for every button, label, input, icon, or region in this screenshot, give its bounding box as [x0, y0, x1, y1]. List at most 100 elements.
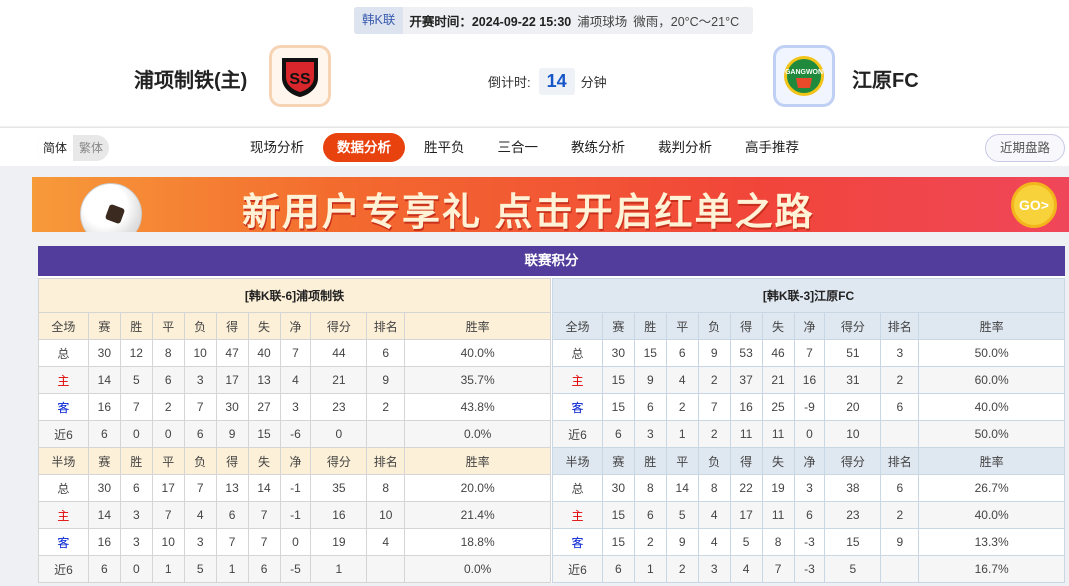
column-header: 失 [247, 447, 281, 475]
table-row: 主 14 3 7 4 6 7 -1 16 10 21.4% [38, 501, 551, 529]
column-header: 胜 [119, 447, 153, 475]
stat-cell: 6 [633, 501, 667, 529]
stat-cell: 15 [601, 528, 635, 556]
column-header-row: 半场赛胜平负得失净得分 排名 胜率 [552, 447, 1065, 475]
column-header: 得 [729, 312, 763, 340]
column-header: 得分 [824, 447, 882, 475]
home-team-name[interactable]: 浦项制铁(主) [134, 70, 248, 92]
stat-cell: 3 [880, 339, 920, 367]
stat-cell: 23 [824, 501, 882, 529]
column-header-row: 半场赛胜平负得失净得分 排名 胜率 [38, 447, 551, 475]
stat-cell: 3 [279, 393, 312, 421]
stat-cell: 60.0% [918, 366, 1065, 394]
traditional-chinese-button[interactable]: 繁体 [79, 141, 104, 155]
stat-cell [880, 420, 920, 448]
tab-live-analysis[interactable]: 现场分析 [250, 140, 304, 155]
simplified-chinese-button[interactable]: 简体 [37, 135, 74, 161]
table-row: 客 15 2 9 4 5 8 -3 15 9 13.3% [552, 528, 1065, 556]
column-header: 胜率 [404, 447, 551, 475]
column-header: 得分 [824, 312, 882, 340]
stat-cell: 8 [366, 474, 406, 502]
stat-cell: 35 [310, 474, 368, 502]
column-header: 净 [793, 312, 826, 340]
standings-title: 联赛积分 [38, 246, 1065, 276]
stat-cell: 30 [601, 339, 635, 367]
column-header: 失 [761, 312, 795, 340]
stat-cell: 13 [215, 474, 249, 502]
stat-cell: 3 [183, 528, 217, 556]
stat-cell: 2 [151, 393, 185, 421]
stat-cell: 50.0% [918, 420, 1065, 448]
stat-cell: 7 [247, 501, 281, 529]
stat-cell: 4 [366, 528, 406, 556]
row-label: 客 [38, 528, 89, 556]
stat-cell [366, 420, 406, 448]
tab-expert-picks[interactable]: 高手推荐 [745, 140, 799, 155]
column-header: 得分 [310, 447, 368, 475]
row-label: 客 [552, 393, 603, 421]
stat-cell: 46 [761, 339, 795, 367]
stat-cell: 6 [880, 474, 920, 502]
stat-cell: 2 [880, 501, 920, 529]
column-header: 赛 [601, 312, 635, 340]
tab-data-analysis[interactable]: 数据分析 [323, 133, 405, 162]
stat-cell: -5 [279, 555, 312, 583]
stat-cell: 9 [633, 366, 667, 394]
stat-cell: 44 [310, 339, 368, 367]
stat-cell: 5 [183, 555, 217, 583]
column-header: 得分 [310, 312, 368, 340]
promo-banner[interactable]: 新用户专享礼 点击开启红单之路 GO> [32, 177, 1069, 232]
tab-win-draw-lose[interactable]: 胜平负 [424, 140, 465, 155]
soccer-ball-icon [80, 183, 142, 232]
column-header: 平 [151, 447, 185, 475]
stat-cell: 14 [665, 474, 699, 502]
stat-cell: -1 [279, 501, 312, 529]
stat-cell: 14 [247, 474, 281, 502]
column-header: 失 [761, 447, 795, 475]
countdown: 倒计时: 14 分钟 [488, 68, 607, 95]
tab-coach-analysis[interactable]: 教练分析 [571, 140, 625, 155]
stat-cell: 14 [87, 501, 121, 529]
table-row: 总 30 8 14 8 22 19 3 38 6 26.7% [552, 474, 1065, 502]
go-button[interactable]: GO> [1011, 182, 1057, 228]
league-link[interactable]: 韩K联 [354, 7, 404, 34]
stat-cell: 23 [310, 393, 368, 421]
stat-cell: 21 [761, 366, 795, 394]
stat-cell: 16 [793, 366, 826, 394]
row-label: 总 [38, 339, 89, 367]
stat-cell: 9 [215, 420, 249, 448]
team-header-row: [韩K联-3]江原FC [552, 278, 1065, 313]
column-header: 胜率 [918, 447, 1065, 475]
stat-cell: 21.4% [404, 501, 551, 529]
stat-cell: 7 [279, 339, 312, 367]
stat-cell: 6 [247, 555, 281, 583]
tab-three-in-one[interactable]: 三合一 [497, 140, 539, 155]
stat-cell: -3 [793, 528, 826, 556]
stat-cell: 14 [87, 366, 121, 394]
stat-cell: 47 [215, 339, 249, 367]
stat-cell: 6 [215, 501, 249, 529]
stat-cell: 6 [601, 555, 635, 583]
column-header: 得 [729, 447, 763, 475]
recent-odds-button[interactable]: 近期盘路 [984, 134, 1065, 162]
stat-cell: 4 [729, 555, 763, 583]
stat-cell: 20.0% [404, 474, 551, 502]
stat-cell: 50.0% [918, 339, 1065, 367]
svg-text:GANGWON: GANGWON [785, 69, 823, 76]
stat-cell: 15 [601, 366, 635, 394]
countdown-unit: 分钟 [580, 75, 607, 90]
stat-cell: 0 [119, 555, 153, 583]
gangwon-logo-icon: GANGWON [784, 56, 824, 96]
stat-cell: 7 [183, 474, 217, 502]
away-team-name[interactable]: 江原FC [852, 70, 919, 92]
countdown-value: 14 [538, 68, 575, 95]
away-team-logo[interactable]: GANGWON [773, 45, 835, 107]
home-team-logo[interactable]: SS [269, 45, 331, 107]
stat-cell: 9 [665, 528, 699, 556]
stat-cell: 7 [761, 555, 795, 583]
column-header: 负 [697, 312, 731, 340]
kickoff-time: 开赛时间：2024-09-22 15:30 [409, 15, 572, 29]
column-header: 负 [183, 447, 217, 475]
pohang-logo-icon: SS [282, 58, 318, 97]
tab-referee-analysis[interactable]: 裁判分析 [658, 140, 712, 155]
